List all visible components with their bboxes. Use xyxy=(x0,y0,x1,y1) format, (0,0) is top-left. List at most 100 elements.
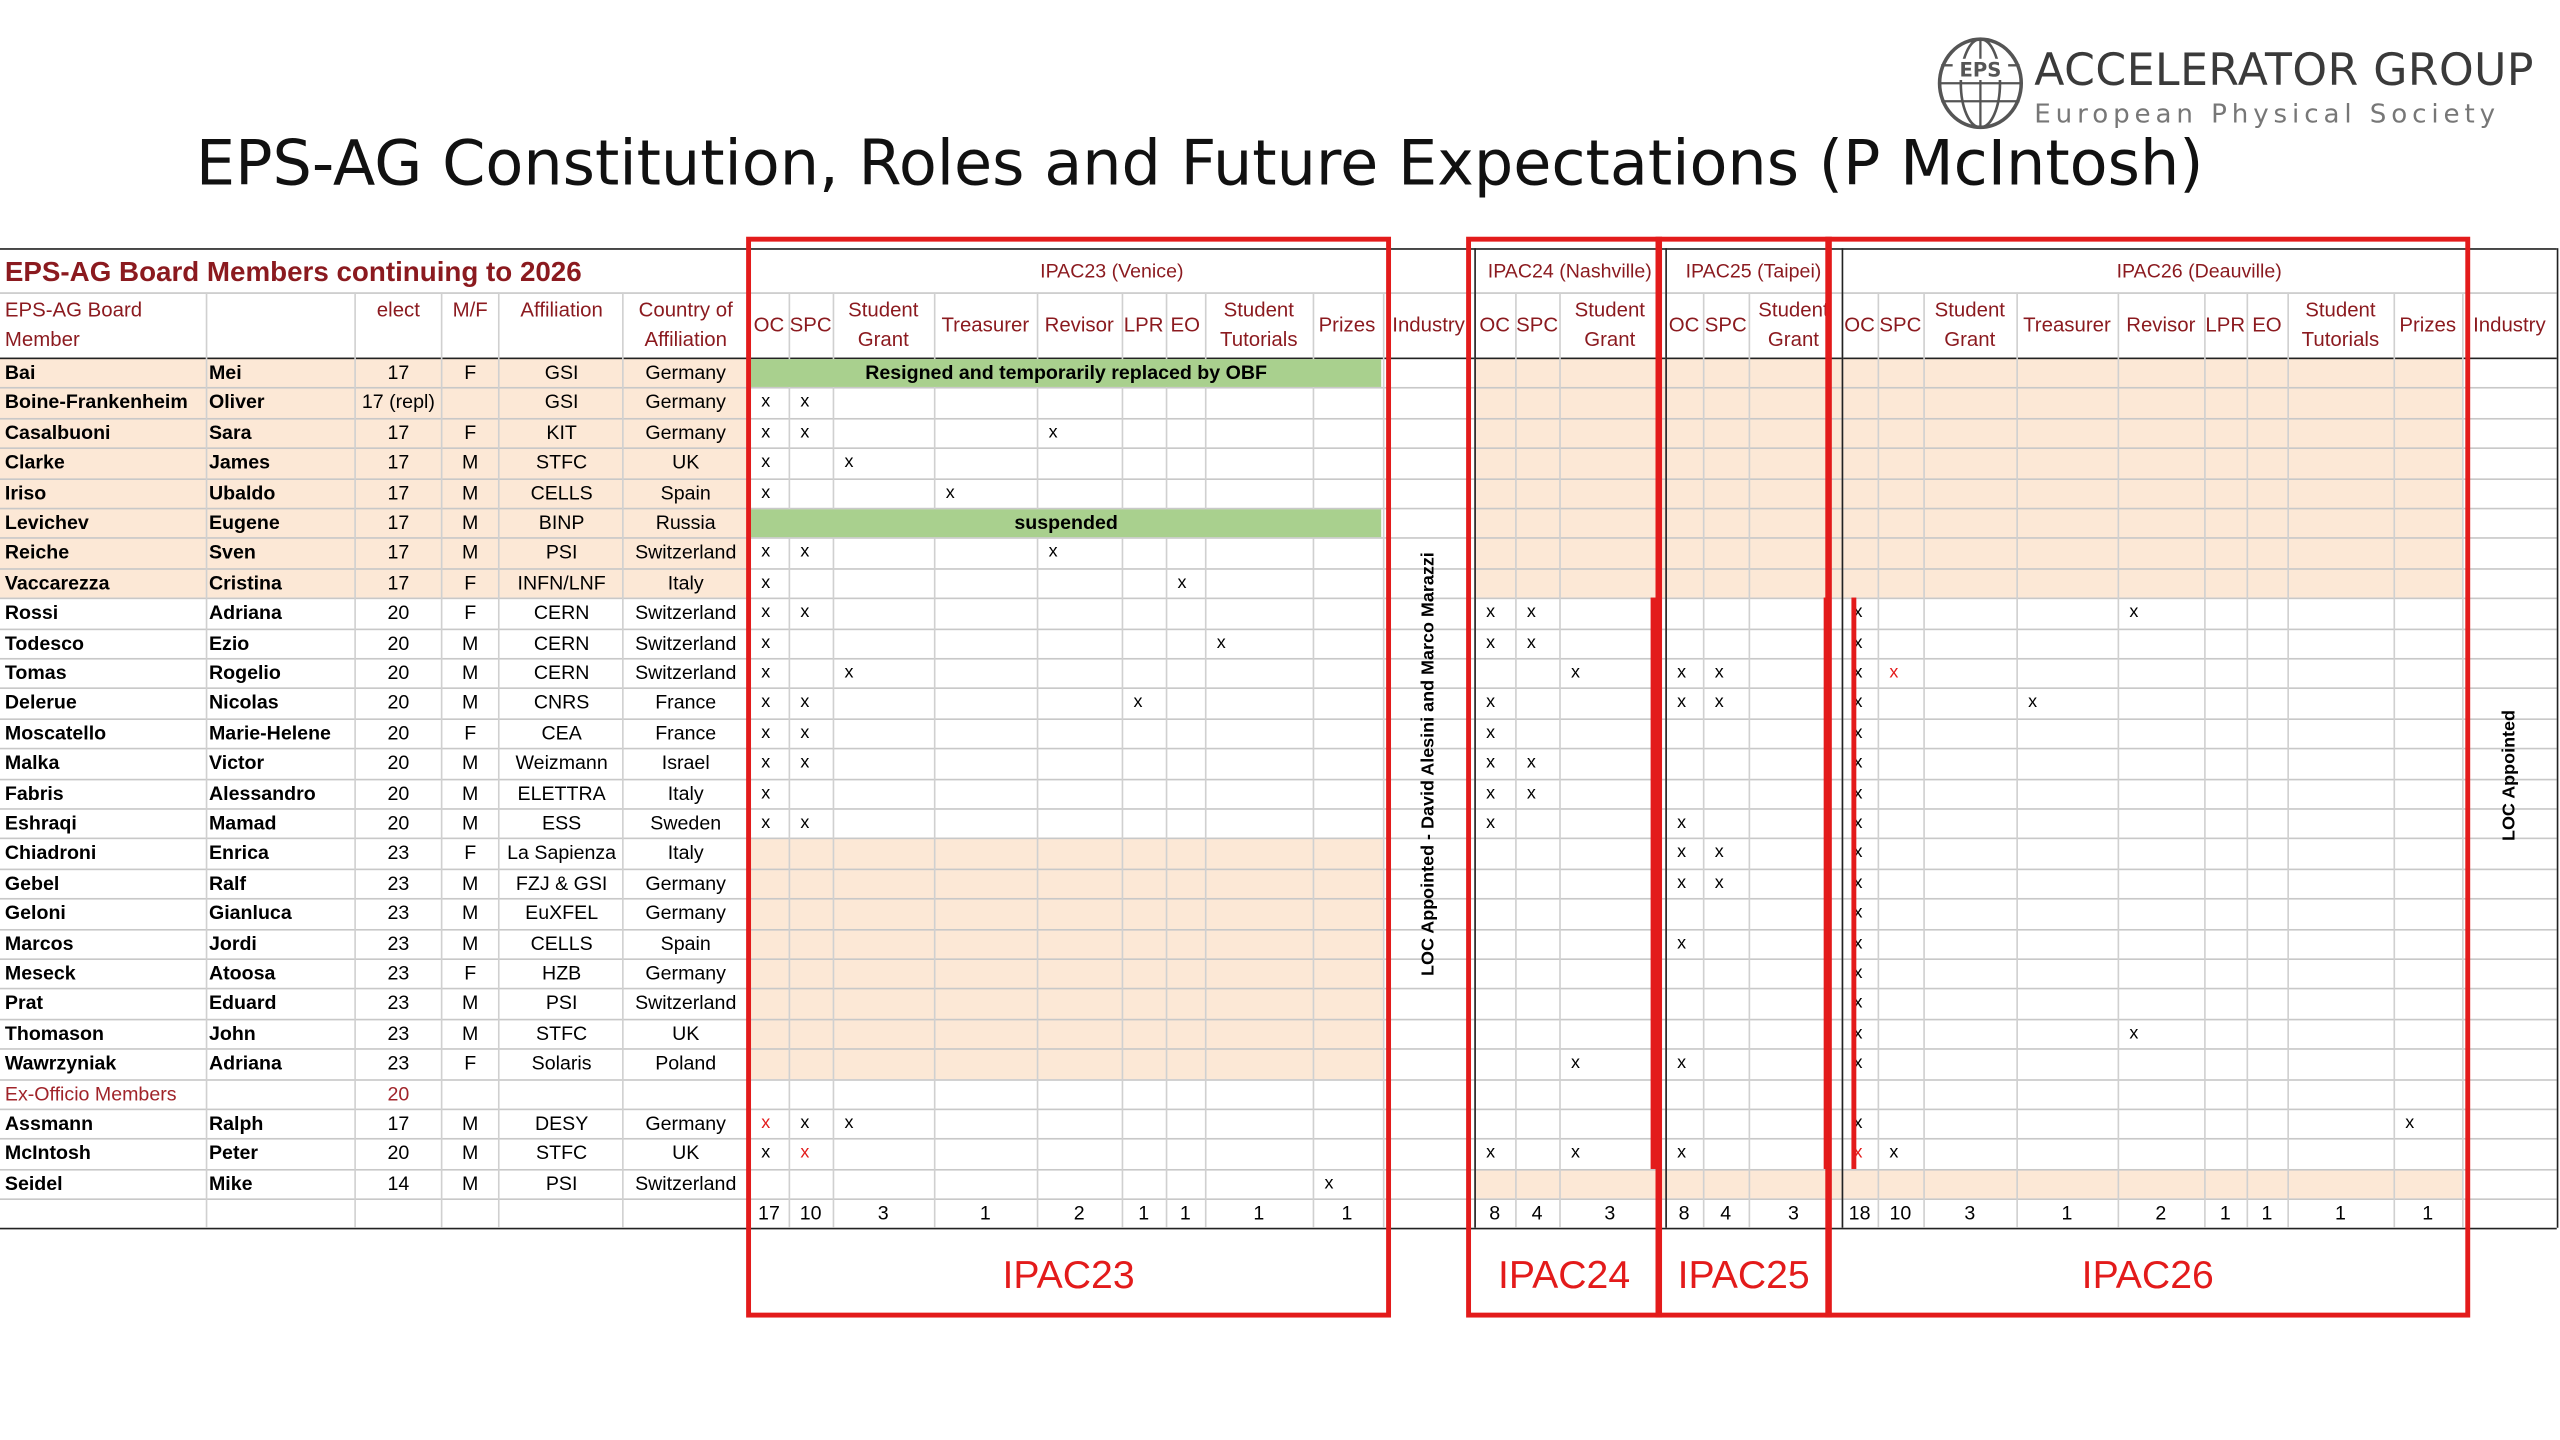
role-mark: x xyxy=(761,452,771,473)
row-line xyxy=(0,627,2557,630)
col-line xyxy=(354,292,356,1229)
row-line xyxy=(0,778,2557,780)
role-mark: x xyxy=(1853,813,1863,833)
row-line xyxy=(0,1018,2557,1021)
role-mark: x xyxy=(1677,873,1687,893)
member-first-name: Sara xyxy=(208,420,252,444)
col-line xyxy=(1204,292,1207,1229)
member-affiliation: FZJ & GSI xyxy=(515,871,608,895)
member-first-name: Adriana xyxy=(208,601,282,624)
member-affiliation: CERN xyxy=(533,661,590,685)
member-affiliation: CNRS xyxy=(533,691,590,715)
header-affiliation: Affiliation xyxy=(520,298,603,322)
role-mark: x xyxy=(1526,632,1536,653)
role-mark: x xyxy=(1853,1053,1863,1073)
member-elect: 20 xyxy=(387,751,410,775)
member-gender: F xyxy=(464,420,477,444)
member-gender: F xyxy=(464,601,477,624)
member-last-name: Clarke xyxy=(4,450,65,474)
role-mark: x xyxy=(800,602,810,623)
role-total: 18 xyxy=(1848,1201,1871,1225)
member-elect: 23 xyxy=(387,1051,410,1075)
member-affiliation: Weizmann xyxy=(515,751,608,775)
role-mark: x xyxy=(761,572,771,593)
note-fill xyxy=(751,359,1382,388)
col-line xyxy=(2117,292,2120,1229)
row-line xyxy=(0,597,2557,600)
member-country: Switzerland xyxy=(635,541,737,564)
member-gender: F xyxy=(464,841,477,865)
row-line xyxy=(0,1048,2557,1051)
col-line xyxy=(2246,292,2249,1229)
row-line xyxy=(0,898,2557,900)
row-line xyxy=(0,1108,2557,1111)
member-affiliation: HZB xyxy=(542,961,582,985)
role-header-i24_spc: SPC xyxy=(1516,313,1559,337)
member-last-name: Bai xyxy=(4,360,36,384)
role-header-i25_spc: SPC xyxy=(1704,313,1747,337)
member-affiliation: ELETTRA xyxy=(517,781,606,805)
role-total: 1 xyxy=(1179,1201,1191,1225)
member-first-name: Ralf xyxy=(208,871,246,895)
member-country: Germany xyxy=(645,390,726,414)
role-total: 2 xyxy=(1073,1201,1085,1225)
member-country: Switzerland xyxy=(635,991,737,1015)
table-caption: EPS-AG Board Members continuing to 2026 xyxy=(4,256,582,288)
role-mark: x xyxy=(800,422,810,443)
row-line xyxy=(0,868,2557,870)
row-line xyxy=(0,477,2557,480)
role-mark: x xyxy=(1677,1143,1687,1164)
role-header-i25_oc: OC xyxy=(1668,313,1700,337)
member-gender: M xyxy=(462,1171,479,1195)
member-elect: 23 xyxy=(387,1021,410,1045)
member-last-name: Malka xyxy=(4,751,60,775)
member-gender: M xyxy=(462,480,479,504)
header-mf: M/F xyxy=(452,298,488,322)
member-country: France xyxy=(655,721,717,745)
note-fill xyxy=(751,509,1382,538)
member-first-name: Eugene xyxy=(208,511,280,534)
member-gender: F xyxy=(464,360,477,384)
member-elect: 23 xyxy=(387,901,410,925)
role-header-i26_sg: Grant xyxy=(1944,328,1996,352)
col-line xyxy=(1923,292,1925,1229)
row-note: Resigned and temporarily replaced by OBF xyxy=(865,360,1267,384)
member-last-name: Reiche xyxy=(4,541,70,564)
member-country: Italy xyxy=(667,781,704,805)
member-gender: M xyxy=(462,661,479,685)
role-header-i23_sg: Grant xyxy=(857,328,909,352)
col-line xyxy=(1515,292,1517,1229)
member-gender: M xyxy=(462,751,479,775)
member-country: Germany xyxy=(645,360,726,384)
member-elect: 17 xyxy=(387,541,410,564)
member-first-name: Mamad xyxy=(208,811,277,835)
member-country: UK xyxy=(672,1141,700,1165)
role-mark: x xyxy=(1853,752,1863,773)
role-mark: x xyxy=(1853,662,1863,683)
role-mark: x xyxy=(1486,1143,1496,1164)
role-mark: x xyxy=(761,632,771,653)
row-note: suspended xyxy=(1014,511,1118,534)
member-affiliation: CEA xyxy=(541,721,582,745)
header-member: EPS-AG Board xyxy=(4,298,143,322)
member-affiliation: GSI xyxy=(544,360,579,384)
role-header-i26_spc: SPC xyxy=(1879,313,1922,337)
member-last-name: Chiadroni xyxy=(4,841,97,865)
member-gender: M xyxy=(462,781,479,805)
role-header-i26_ind: Industry xyxy=(2473,313,2546,337)
member-country: Switzerland xyxy=(635,661,737,685)
member-country: France xyxy=(655,691,717,715)
red-stripe xyxy=(1650,597,1656,1169)
role-mark: x xyxy=(800,542,810,563)
role-mark: x xyxy=(800,1143,810,1164)
role-mark: x xyxy=(2129,602,2139,623)
member-gender: M xyxy=(462,871,479,895)
row-line xyxy=(0,988,2557,991)
role-total: 10 xyxy=(1889,1201,1912,1225)
group-divider xyxy=(749,292,2557,294)
role-mark: x xyxy=(1853,692,1863,713)
logo-line-2: European Physical Society xyxy=(2034,97,2500,129)
col-line xyxy=(2393,292,2396,1229)
header-bottom-line xyxy=(0,357,2557,360)
member-last-name: Tomas xyxy=(4,661,67,685)
